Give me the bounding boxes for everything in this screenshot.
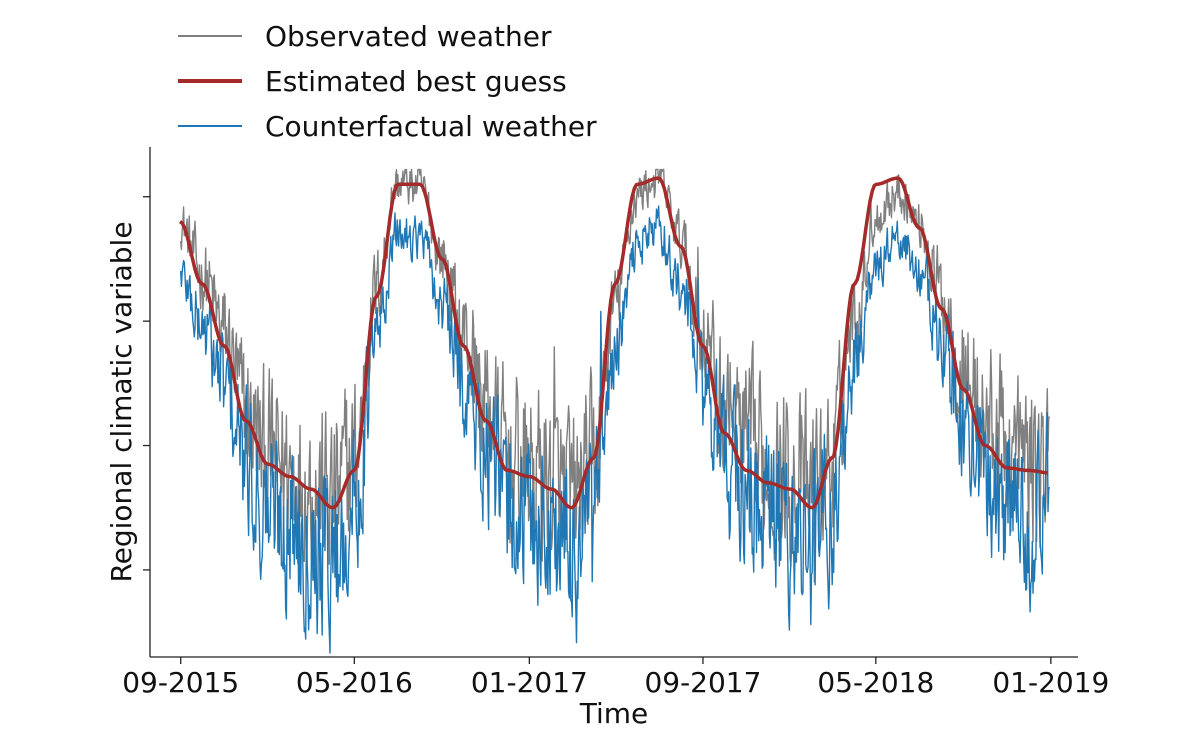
x-tick-label: 05-2016 [296,666,413,699]
series-line-estimated [178,176,1049,510]
y-axis-label: Regional climatic variable [105,221,138,582]
x-tick-label: 01-2017 [471,666,588,699]
x-tick-label: 09-2015 [122,666,239,699]
x-axis-label: Time [579,697,649,730]
x-ticks: 09-2015 05-2016 01-2017 09-2017 05-2018 01-20… [122,657,1109,699]
legend-label-estimated: Estimated best guess [265,65,567,98]
legend-label-observed: Observated weather [265,20,552,53]
y-ticks [143,196,150,571]
x-tick-label: 01-2019 [992,666,1109,699]
series-line-observed [180,168,1051,583]
x-tick-label: 05-2018 [817,666,934,699]
legend-label-counterfactual: Counterfactual weather [265,110,597,143]
series-layer [178,168,1051,654]
x-tick-label: 09-2017 [644,666,761,699]
legend: Observated weather Estimated best guess … [178,20,597,143]
